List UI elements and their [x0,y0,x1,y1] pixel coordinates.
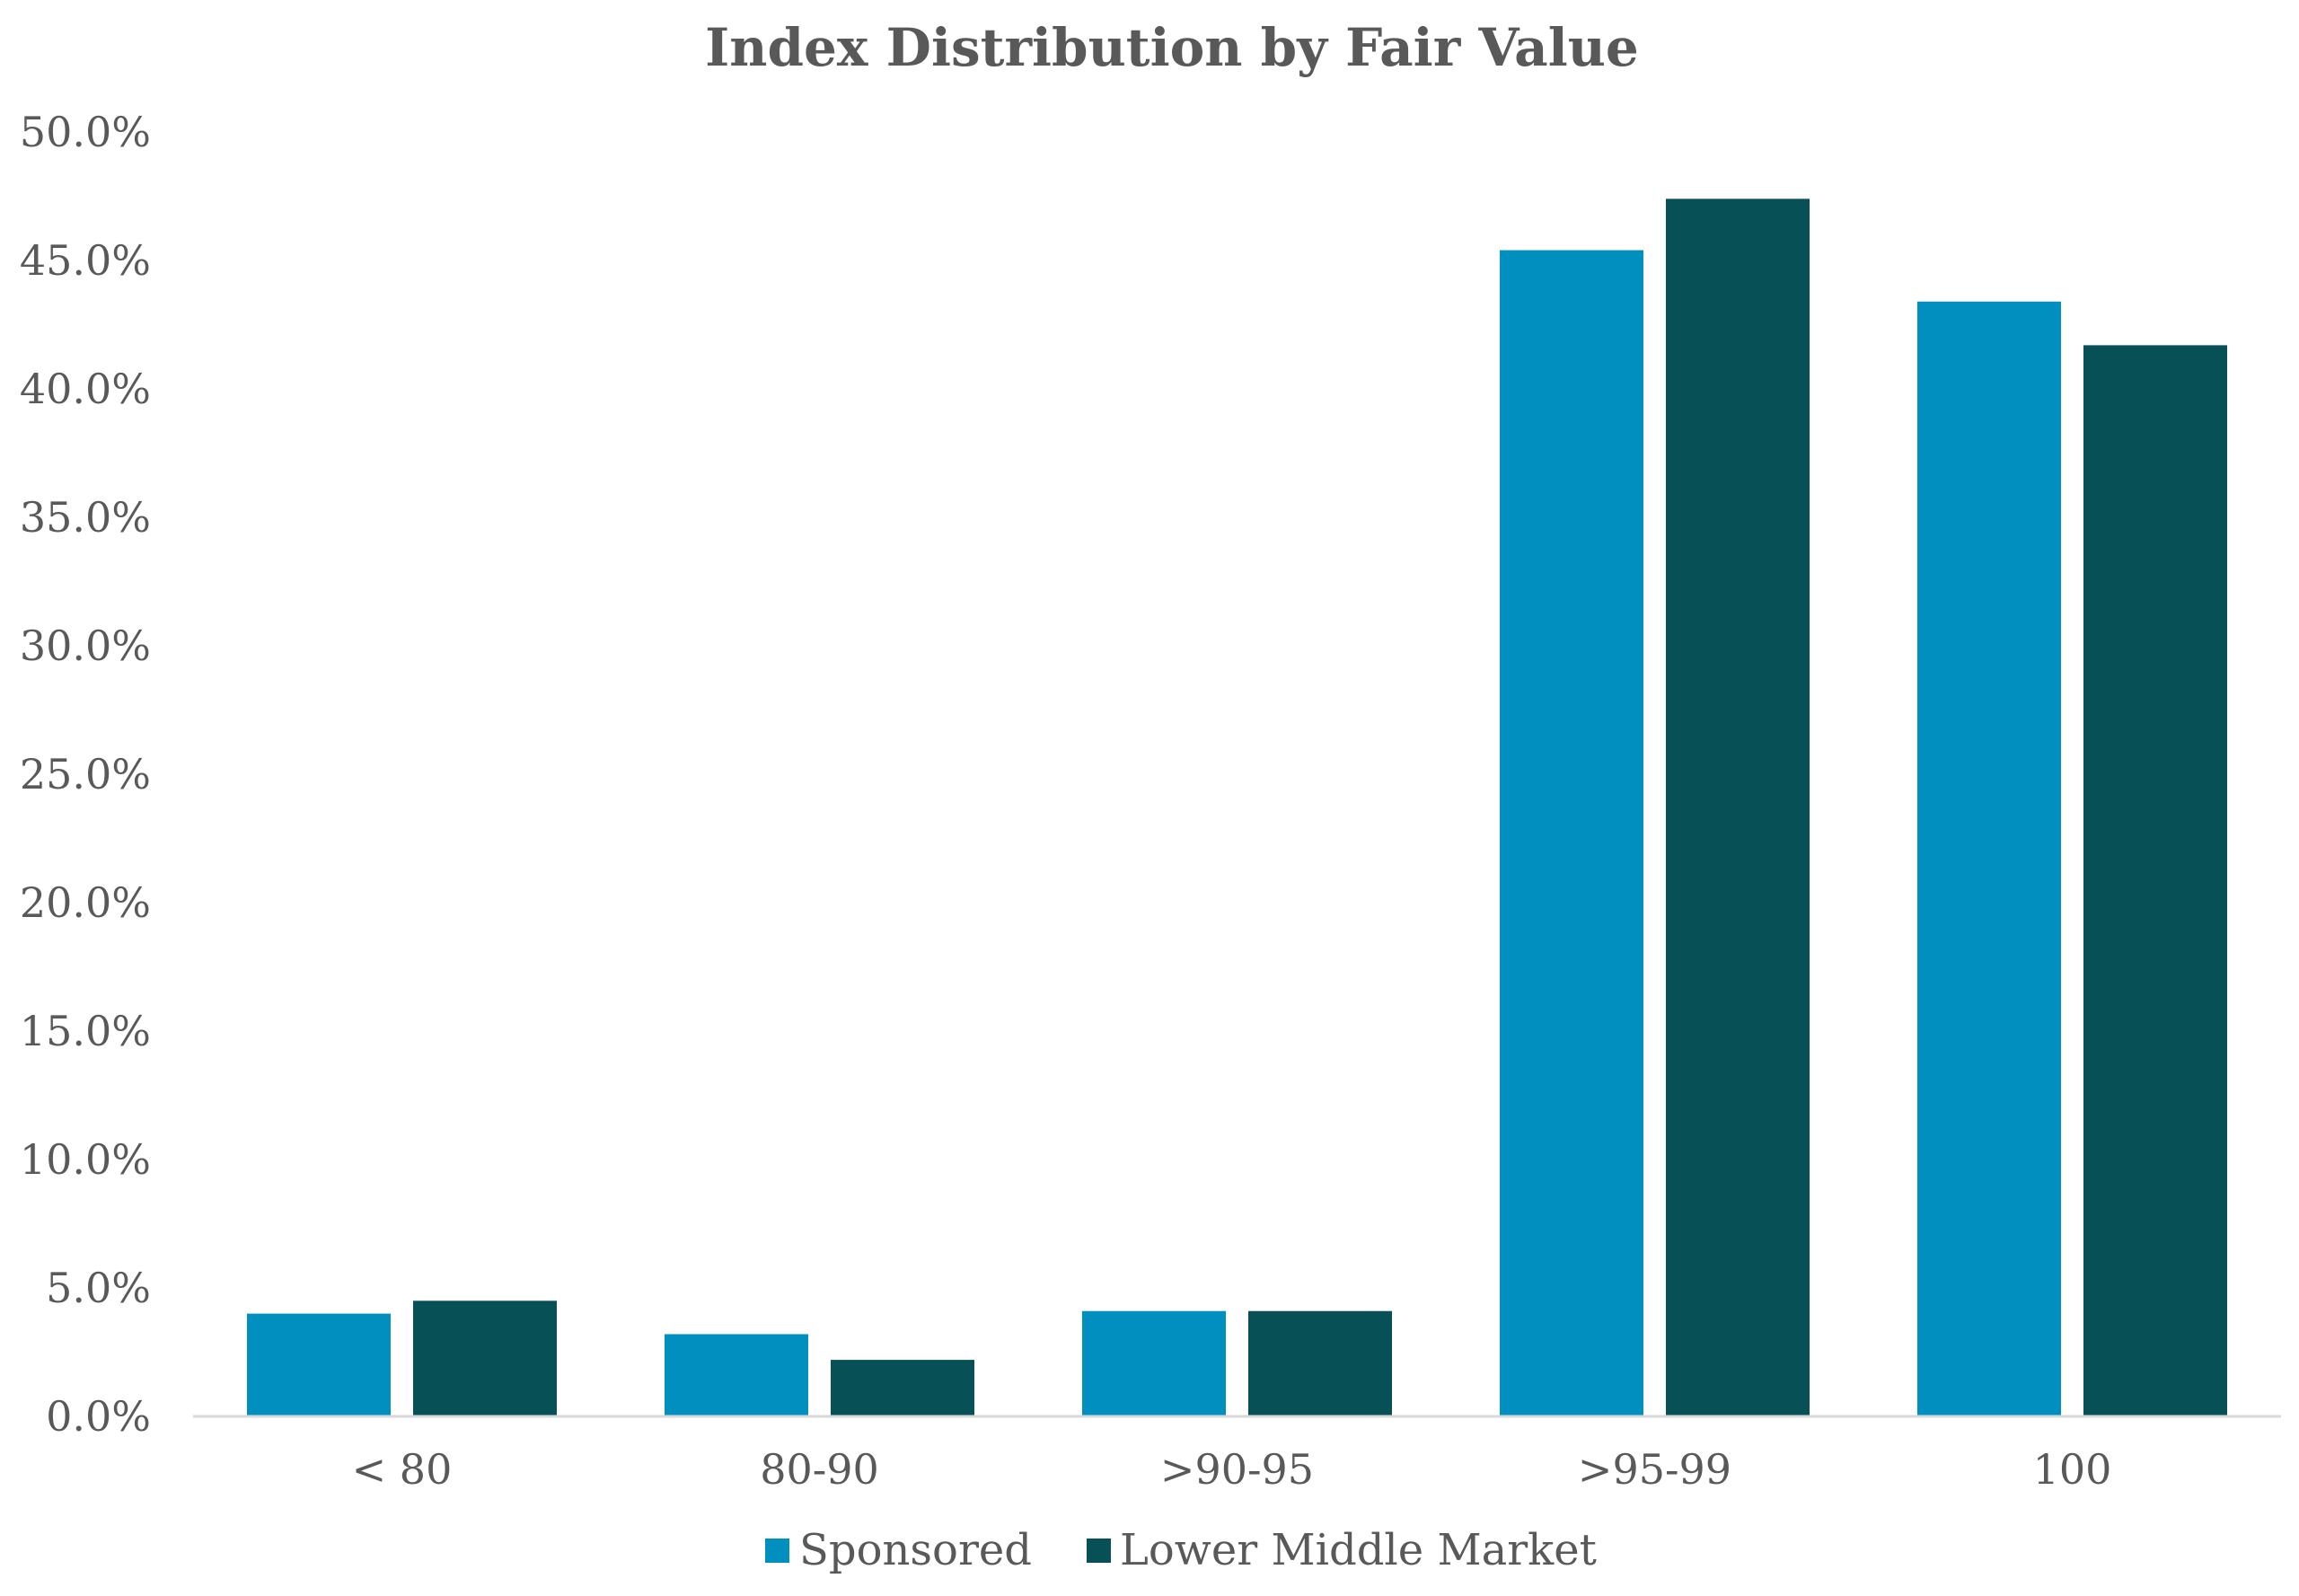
bar-sponsored-3 [1500,250,1643,1416]
legend-label-lower-middle-market: Lower Middle Market [1120,1525,1597,1575]
bar-lower-middle-market-3 [1666,198,1810,1417]
x-tick-label: >95-99 [1578,1445,1731,1494]
y-tick-label: 35.0% [20,493,151,542]
bar-lower-middle-market-1 [831,1360,974,1416]
bar-lower-middle-market-0 [413,1301,557,1416]
legend-swatch-sponsored [765,1539,789,1563]
x-axis-ticks: < 80 80-90 >90-95 >95-99 100 [352,1445,2112,1494]
bar-sponsored-2 [1082,1310,1226,1416]
y-tick-label: 50.0% [20,108,151,156]
y-tick-label: 45.0% [20,236,151,285]
legend-swatch-lower-middle-market [1087,1539,1111,1563]
bars [247,198,2227,1417]
legend: Sponsored Lower Middle Market [765,1525,1597,1575]
bar-lower-middle-market-4 [2083,345,2227,1416]
x-tick-label: >90-95 [1160,1445,1314,1494]
chart-title: Index Distribution by Fair Value [705,17,1639,78]
y-tick-label: 20.0% [20,878,151,927]
y-tick-label: 10.0% [20,1135,151,1184]
y-tick-label: 5.0% [46,1264,151,1312]
x-tick-label: 100 [2033,1445,2112,1494]
y-tick-label: 15.0% [20,1007,151,1055]
x-tick-label: < 80 [352,1445,453,1494]
y-axis-ticks: 0.0% 5.0% 10.0% 15.0% 20.0% 25.0% 30.0% 35.0% 40… [20,108,151,1441]
y-tick-label: 40.0% [20,365,151,413]
y-tick-label: 30.0% [20,622,151,670]
bar-sponsored-4 [1917,301,2061,1416]
x-tick-label: 80-90 [760,1445,879,1494]
bar-sponsored-0 [247,1313,391,1416]
y-tick-label: 0.0% [46,1392,151,1441]
bar-sponsored-1 [665,1334,808,1416]
bar-lower-middle-market-2 [1248,1310,1392,1416]
legend-label-sponsored: Sponsored [799,1525,1032,1575]
y-tick-label: 25.0% [20,750,151,798]
